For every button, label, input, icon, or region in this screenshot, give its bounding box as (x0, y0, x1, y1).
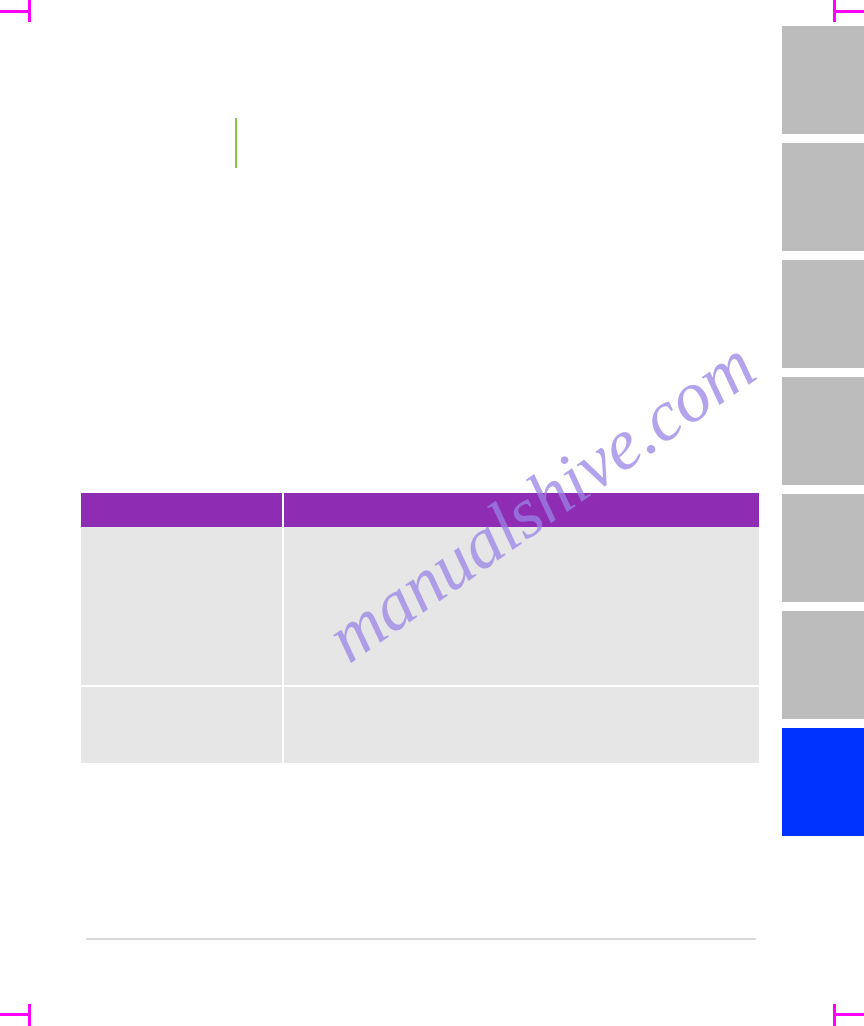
table-row (81, 527, 759, 685)
crop-mark (0, 10, 28, 13)
section-tab[interactable] (782, 494, 864, 602)
crop-mark (833, 0, 836, 22)
crop-mark (28, 1004, 31, 1026)
table-cell (81, 527, 283, 685)
table-cell (283, 527, 759, 685)
table-row (81, 687, 759, 763)
table-header-cell (81, 493, 283, 527)
section-tab[interactable] (782, 143, 864, 251)
table-header-cell (283, 493, 759, 527)
crop-mark (836, 10, 864, 13)
crop-mark (28, 0, 31, 22)
crop-mark (0, 1013, 28, 1016)
section-tab[interactable] (782, 26, 864, 134)
section-tab[interactable] (782, 611, 864, 719)
content-table (81, 493, 759, 763)
table-cell (81, 687, 283, 763)
table-cell (283, 687, 759, 763)
table-header-row (81, 493, 759, 527)
section-tab[interactable] (782, 260, 864, 368)
footer-separator (86, 938, 756, 940)
crop-mark (836, 1013, 864, 1016)
section-tab-active[interactable] (782, 728, 864, 836)
crop-mark (833, 1004, 836, 1026)
section-tabs (782, 26, 864, 845)
section-tab[interactable] (782, 377, 864, 485)
title-accent-bar (235, 118, 237, 168)
